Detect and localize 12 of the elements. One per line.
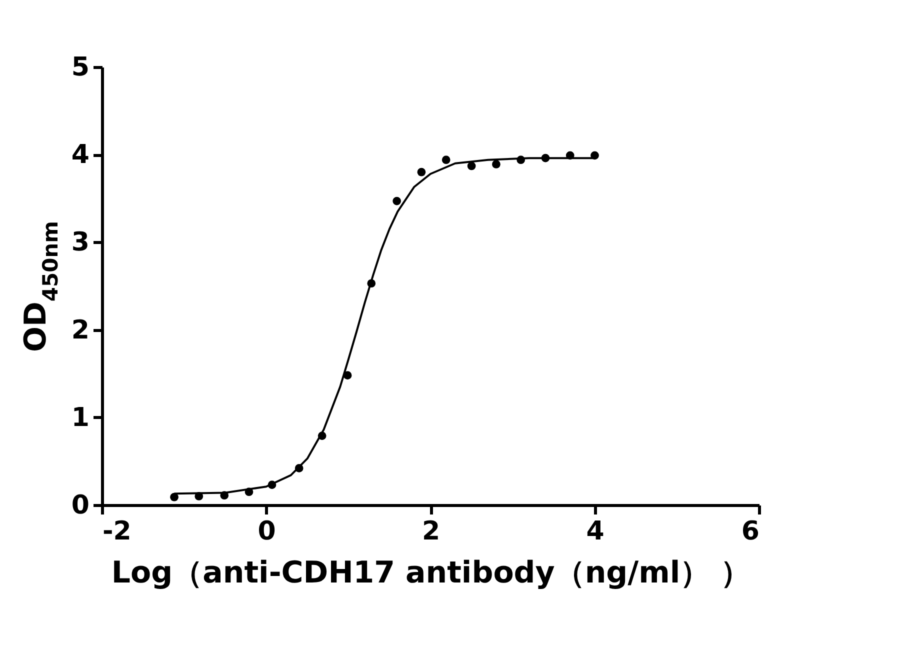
y-tick-label: 5 — [71, 52, 90, 82]
x-tick-label: 0 — [258, 516, 276, 546]
x-tick-label: -2 — [102, 516, 132, 546]
y-tick-label: 3 — [71, 228, 90, 258]
x-axis-title: Log（anti-CDH17 antibody（ng/ml） ） — [111, 556, 751, 590]
y-tick-label: 4 — [71, 140, 90, 170]
y-tick-label: 2 — [71, 315, 90, 346]
x-tick-label: 2 — [422, 516, 440, 546]
y-tick-label: 1 — [71, 402, 90, 433]
y-tick-label: 0 — [71, 490, 90, 520]
x-tick-label: 6 — [741, 516, 760, 546]
x-tick-label: 4 — [586, 516, 604, 546]
